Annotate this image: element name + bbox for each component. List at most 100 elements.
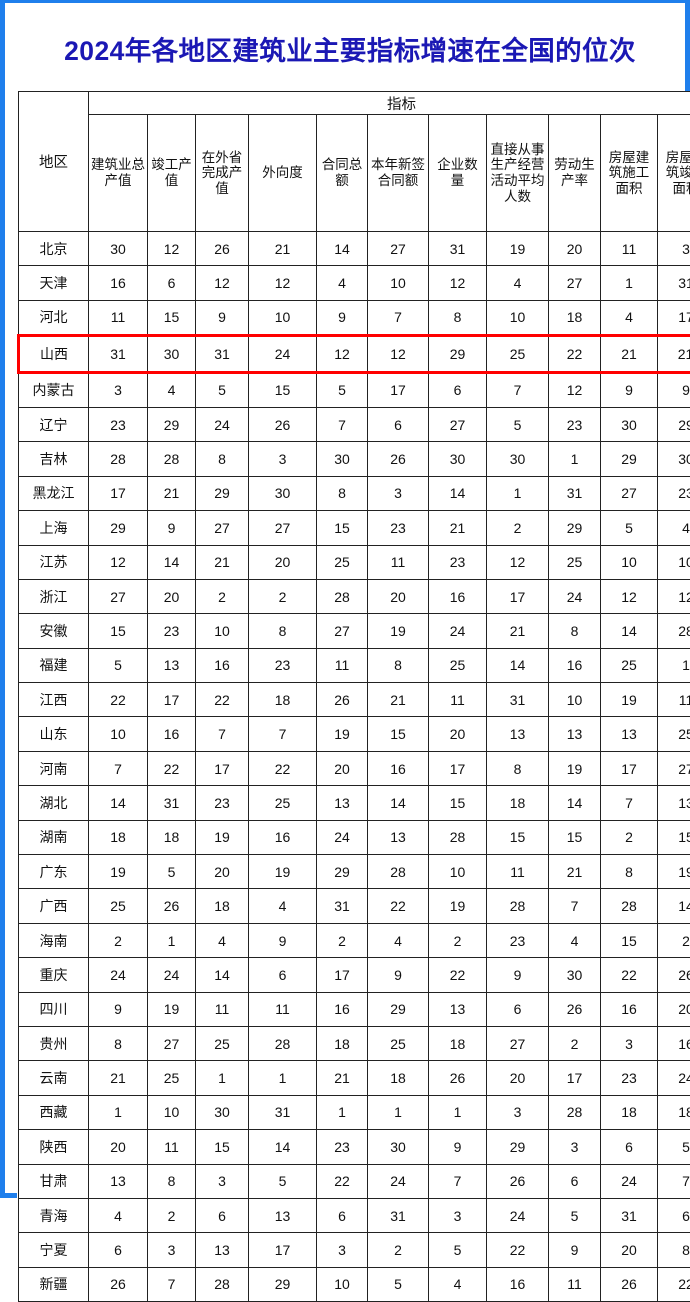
cell-rank: 5 bbox=[368, 1267, 429, 1301]
cell-rank: 25 bbox=[148, 1061, 196, 1095]
cell-rank: 24 bbox=[249, 336, 317, 372]
cell-rank: 12 bbox=[429, 266, 487, 300]
cell-rank: 15 bbox=[148, 300, 196, 335]
cell-rank: 31 bbox=[317, 889, 368, 923]
cell-rank: 29 bbox=[429, 336, 487, 372]
cell-rank: 11 bbox=[89, 300, 148, 335]
cell-rank: 17 bbox=[368, 372, 429, 407]
cell-rank: 9 bbox=[148, 511, 196, 545]
cell-rank: 20 bbox=[658, 992, 690, 1026]
cell-region: 辽宁 bbox=[19, 407, 89, 441]
cell-rank: 25 bbox=[429, 648, 487, 682]
cell-rank: 6 bbox=[249, 958, 317, 992]
cell-rank: 2 bbox=[89, 923, 148, 957]
cell-rank: 11 bbox=[487, 855, 549, 889]
cell-rank: 19 bbox=[249, 855, 317, 889]
cell-region: 重庆 bbox=[19, 958, 89, 992]
cell-rank: 11 bbox=[601, 232, 658, 266]
cell-rank: 11 bbox=[249, 992, 317, 1026]
cell-rank: 26 bbox=[317, 683, 368, 717]
cell-rank: 31 bbox=[148, 786, 196, 820]
cell-rank: 27 bbox=[148, 1026, 196, 1060]
cell-rank: 13 bbox=[658, 786, 690, 820]
cell-rank: 16 bbox=[89, 266, 148, 300]
cell-rank: 30 bbox=[317, 442, 368, 476]
cell-rank: 25 bbox=[368, 1026, 429, 1060]
cell-rank: 11 bbox=[368, 545, 429, 579]
cell-rank: 28 bbox=[249, 1026, 317, 1060]
cell-rank: 17 bbox=[89, 476, 148, 510]
cell-rank: 7 bbox=[249, 717, 317, 751]
cell-region: 湖南 bbox=[19, 820, 89, 854]
cell-rank: 20 bbox=[89, 1130, 148, 1164]
cell-rank: 20 bbox=[368, 579, 429, 613]
cell-rank: 14 bbox=[658, 889, 690, 923]
cell-region: 安徽 bbox=[19, 614, 89, 648]
cell-rank: 2 bbox=[249, 579, 317, 613]
cell-rank: 20 bbox=[148, 579, 196, 613]
cell-rank: 9 bbox=[487, 958, 549, 992]
cell-rank: 26 bbox=[487, 1164, 549, 1198]
cell-rank: 30 bbox=[658, 442, 690, 476]
cell-rank: 14 bbox=[317, 232, 368, 266]
cell-rank: 20 bbox=[317, 751, 368, 785]
cell-rank: 18 bbox=[429, 1026, 487, 1060]
cell-rank: 14 bbox=[89, 786, 148, 820]
column-header-indicator-6: 本年新签合同额 bbox=[368, 115, 429, 232]
cell-rank: 3 bbox=[148, 1233, 196, 1267]
cell-rank: 21 bbox=[549, 855, 601, 889]
cell-rank: 4 bbox=[601, 300, 658, 335]
cell-rank: 3 bbox=[658, 232, 690, 266]
cell-rank: 27 bbox=[368, 232, 429, 266]
cell-rank: 7 bbox=[368, 300, 429, 335]
cell-rank: 1 bbox=[549, 442, 601, 476]
cell-rank: 5 bbox=[148, 855, 196, 889]
cell-rank: 28 bbox=[487, 889, 549, 923]
cell-region: 新疆 bbox=[19, 1267, 89, 1301]
cell-rank: 15 bbox=[196, 1130, 249, 1164]
cell-rank: 8 bbox=[429, 300, 487, 335]
cell-rank: 14 bbox=[368, 786, 429, 820]
cell-rank: 9 bbox=[429, 1130, 487, 1164]
cell-rank: 12 bbox=[487, 545, 549, 579]
cell-region: 江西 bbox=[19, 683, 89, 717]
ranking-table: 地区 指标 建筑业总产值竣工产值在外省完成产值外向度合同总额本年新签合同额企业数… bbox=[17, 91, 690, 1302]
cell-rank: 5 bbox=[317, 372, 368, 407]
cell-rank: 8 bbox=[89, 1026, 148, 1060]
cell-rank: 6 bbox=[368, 407, 429, 441]
cell-rank: 2 bbox=[429, 923, 487, 957]
cell-rank: 1 bbox=[148, 923, 196, 957]
cell-rank: 9 bbox=[89, 992, 148, 1026]
cell-rank: 2 bbox=[549, 1026, 601, 1060]
cell-rank: 27 bbox=[429, 407, 487, 441]
cell-rank: 1 bbox=[89, 1095, 148, 1129]
cell-rank: 18 bbox=[196, 889, 249, 923]
cell-region: 青海 bbox=[19, 1198, 89, 1232]
cell-rank: 10 bbox=[196, 614, 249, 648]
cell-rank: 1 bbox=[429, 1095, 487, 1129]
cell-rank: 8 bbox=[658, 1233, 690, 1267]
cell-rank: 21 bbox=[601, 336, 658, 372]
cell-rank: 18 bbox=[89, 820, 148, 854]
cell-rank: 22 bbox=[368, 889, 429, 923]
cell-rank: 24 bbox=[549, 579, 601, 613]
cell-region: 甘肃 bbox=[19, 1164, 89, 1198]
cell-rank: 17 bbox=[658, 300, 690, 335]
cell-rank: 18 bbox=[368, 1061, 429, 1095]
cell-region: 河北 bbox=[19, 300, 89, 335]
cell-rank: 4 bbox=[549, 923, 601, 957]
cell-rank: 11 bbox=[148, 1130, 196, 1164]
cell-rank: 20 bbox=[249, 545, 317, 579]
cell-rank: 1 bbox=[196, 1061, 249, 1095]
